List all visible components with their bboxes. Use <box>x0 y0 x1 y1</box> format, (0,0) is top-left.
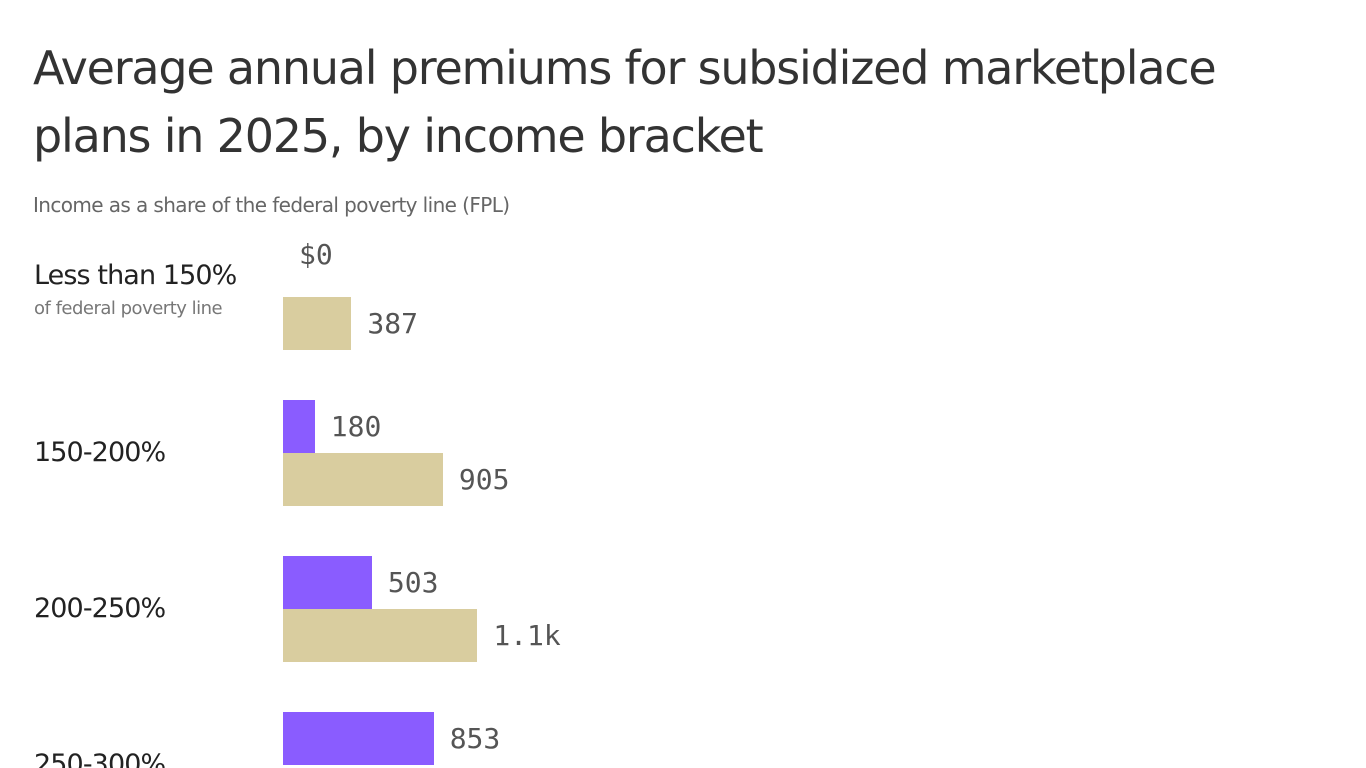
data-label: 503 <box>387 566 439 599</box>
bar <box>283 453 443 506</box>
data-label: 905 <box>458 463 510 496</box>
category-label: 200-250% <box>34 593 166 624</box>
bar-chart: Less than 150% of federal poverty line $0 3… <box>0 240 1366 768</box>
bar <box>283 712 434 765</box>
bar <box>283 609 478 662</box>
category-label: Less than 150% <box>34 260 237 291</box>
data-label: 853 <box>449 722 501 755</box>
data-label: 1.1k <box>493 619 561 652</box>
category-note: of federal poverty line <box>34 298 223 319</box>
category-label: 150-200% <box>34 437 166 468</box>
data-label: 387 <box>367 307 418 340</box>
bar <box>283 556 372 609</box>
category-label: 250-300% <box>34 749 166 768</box>
bar <box>283 297 352 350</box>
bar <box>283 400 315 453</box>
chart-subtitle: Income as a share of the federal poverty… <box>33 193 510 217</box>
data-label: $0 <box>299 240 333 271</box>
data-label: 180 <box>330 410 382 443</box>
chart-title: Average annual premiums for subsidized m… <box>33 41 1217 163</box>
